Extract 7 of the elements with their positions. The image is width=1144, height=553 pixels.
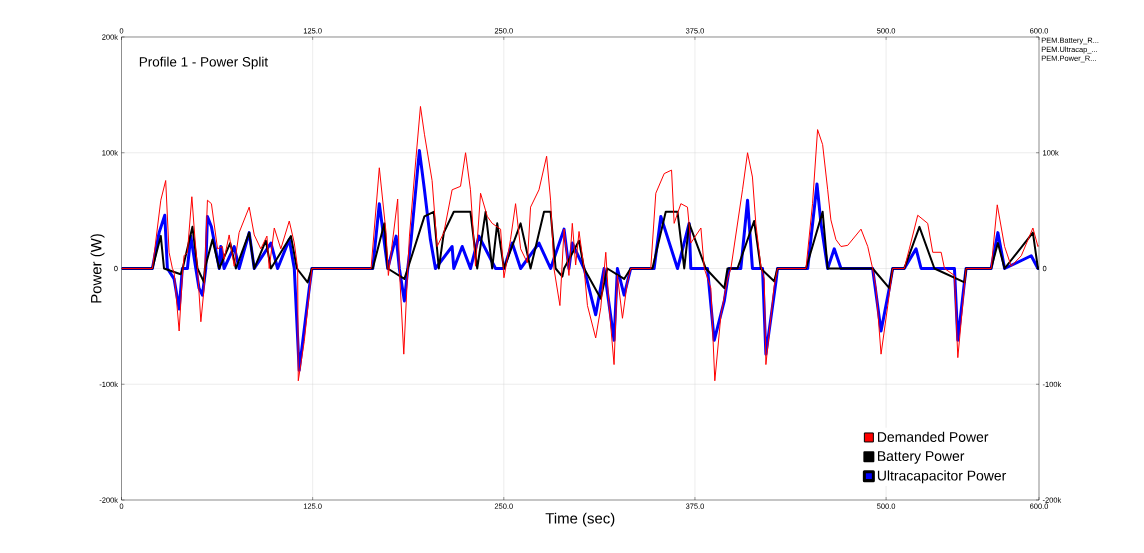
line-series	[121, 105, 1040, 382]
x-axis-title: Time (sec)	[545, 512, 615, 527]
legend-label: Ultracapacitor Power	[877, 470, 1007, 484]
text: Profile 1 - Power Split	[139, 56, 268, 70]
legend-label: Demanded Power	[877, 431, 989, 442]
y-axis-title: Power (W)	[90, 234, 105, 303]
legend-label: Battery Power	[877, 451, 965, 464]
